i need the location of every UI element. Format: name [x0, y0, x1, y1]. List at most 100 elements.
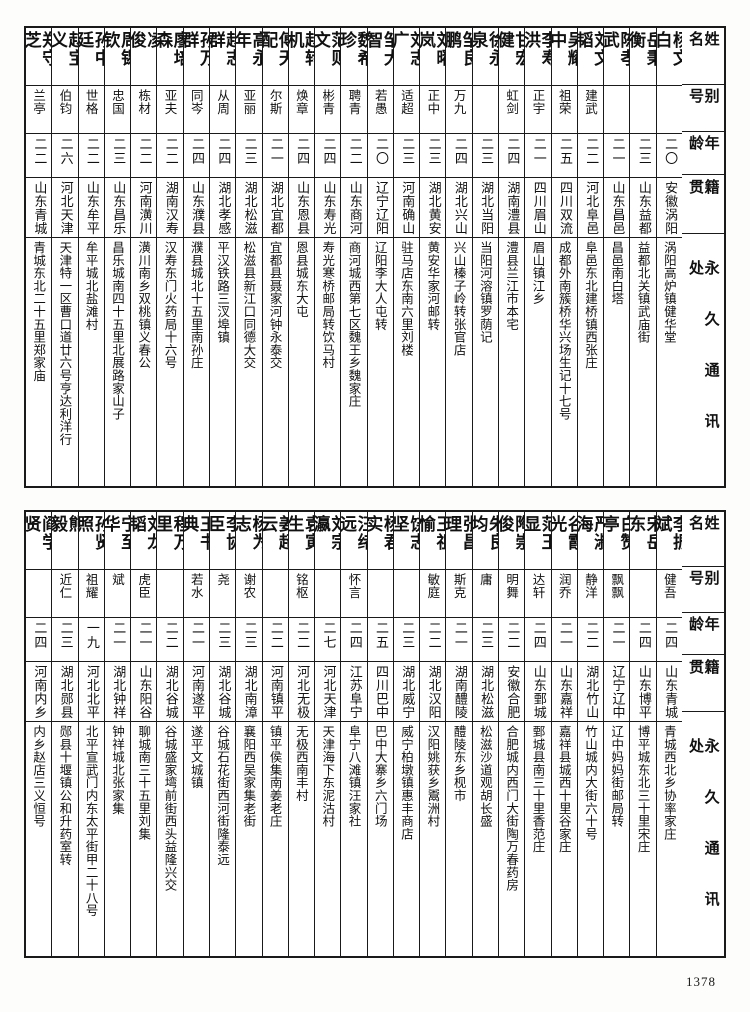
- roster-entry[interactable]: 吴耀中 祖荣 二五 四川双流 成都外南簇桥华兴场生记十七号: [550, 28, 577, 486]
- entry-address: 宜都县聂家河钟永泰交: [263, 238, 288, 486]
- entry-age-text: 二三: [478, 621, 494, 650]
- roster-entry[interactable]: 张昌理 斯克 二一 湖南醴陵 醴陵东乡枧市: [445, 512, 472, 956]
- entry-alias: 健吾: [656, 570, 682, 618]
- entry-age: 二五: [367, 618, 393, 662]
- roster-entry[interactable]: 谷霞光 润乔 二一 山东嘉祥 嘉祥县城西十里谷家庄: [550, 512, 577, 956]
- roster-entry[interactable]: 饶志坚 二三 湖北威宁 威宁柏墩镇惠丰商店: [392, 512, 420, 956]
- entry-address: 眉山镇江乡: [525, 238, 550, 486]
- entry-age: 二四: [25, 618, 52, 662]
- roster-entry[interactable]: 魏希珍 聘青 二二 山东商河 商河城西第七区魏王乡魏家庄: [340, 28, 367, 486]
- roster-entry[interactable]: 范玉显 达轩 二四 山东鄄城 鄄城县南三十里香范庄: [524, 512, 551, 956]
- roster-entry[interactable]: 李寿洪 正宇 二一 四川眉山 眉山镇江乡: [524, 28, 551, 486]
- roster-entry[interactable]: 阎学贤 二四 河南内乡 内乡赵店三义恒号: [25, 512, 52, 956]
- roster-entry[interactable]: 李振斌 健吾 二四 山东青城 青城西北乡协率家庄: [655, 512, 682, 956]
- entry-age-text: 一九: [83, 621, 99, 650]
- entry-alias: 近仁: [52, 570, 78, 618]
- roster-entry[interactable]: 刘文韬 建武 二二 河北阜邑 阜邑东北建桥镇西张庄: [576, 28, 604, 486]
- roster-entry[interactable]: 甘宏健 虹剑 二四 湖南澧县 澧县兰江市本宅: [498, 28, 525, 486]
- roster-entry[interactable]: 汪绪远 怀言 二四 江苏阜宁 阜宁八滩镇汪家社: [340, 512, 367, 956]
- roster-entry[interactable]: 宁至华斌二一 湖北钟祥 钟祥城北张家集: [103, 512, 131, 956]
- roster-entry[interactable]: 傅天配 尔斯 二一 湖北宜都 宜都县聂家河钟永泰交: [261, 28, 288, 486]
- entry-alias-text: 健吾: [661, 573, 677, 599]
- entry-origin: 安徽涡阳: [656, 178, 682, 238]
- roster-entry[interactable]: 刘龙韬 虎臣 二一 山东阳谷 聊城南三十五里刘集: [130, 512, 157, 956]
- roster-entry[interactable]: 陈孝武 二一 山东昌邑 昌邑南白塔: [603, 28, 630, 486]
- entry-address: 聊城南三十五里刘集: [131, 722, 156, 956]
- roster-entry[interactable]: 郑守芝 兰亭 二二 山东青城 青城东北二十五里郑家庙: [25, 28, 52, 486]
- entry-name-text: 刘龙韬: [131, 515, 157, 551]
- roster-entry[interactable]: 凌 俊栋材 二二 河南潢川 潢川南乡双桃镇义春公: [130, 28, 157, 486]
- roster-entry[interactable]: 宋岳东 二四 山东博平 博平城东北三十里宋庄: [629, 512, 656, 956]
- roster-entry[interactable]: 杨君实 二五 四川巴中 巴中大寨乡六门场: [366, 512, 393, 956]
- entry-alias: 斌: [104, 570, 131, 618]
- entry-name: 孙中廷: [78, 28, 104, 86]
- entry-alias-text: 焕章: [293, 89, 309, 115]
- entry-name-text: 赵志群: [209, 31, 236, 67]
- entry-alias: [472, 86, 499, 134]
- roster-entry[interactable]: 赵宝义 伯钧 二六 河北天津 天津特一区曹口道廿六号亨达利洋行: [51, 28, 78, 486]
- entry-address: 成都外南簇桥华兴场生记十七号: [552, 238, 577, 486]
- entry-origin: 四川双流: [551, 178, 577, 238]
- entry-origin-text: 四川巴中: [373, 665, 389, 719]
- roster-entry[interactable]: 邹良鹏 万九 二四 湖北兴山 兴山榛子岭转张官店: [445, 28, 472, 486]
- roster-entry[interactable]: 杨为志 谢农 二三 湖北南漳 襄阳西吴家集老街: [235, 512, 262, 956]
- entry-address-text: 辽中妈妈街邮局转: [609, 725, 625, 828]
- entry-name-text: 刘文韬: [577, 31, 604, 67]
- entry-address-text: 内乡赵店三义恒号: [31, 725, 47, 828]
- entry-alias-text: 栋材: [136, 89, 152, 115]
- roster-entry[interactable]: 孙贤照 祖耀 一九 河北北平 北平宣武门内东太平街甲二十八号: [77, 512, 104, 956]
- roster-entry[interactable]: 李协臣尧二三 湖北谷城 谷城石花街西河街隆泰远: [208, 512, 236, 956]
- roster-entry[interactable]: 孙中廷 世格 二二 山东牟平 牟平城北盐滩村: [77, 28, 104, 486]
- entry-origin: 山东鄄城: [525, 662, 551, 722]
- entry-alias: [367, 570, 393, 618]
- entry-name-text: 甘宏健: [499, 31, 525, 67]
- entry-age-text: 二二: [346, 137, 362, 166]
- roster-entry[interactable]: 白赞亭 飘飘 二一 辽宁辽中 辽中妈妈街邮局转: [603, 512, 630, 956]
- roster-entry[interactable]: 刘志广 适超 二三 河南确山 驻马店东南六里刘楼: [392, 28, 420, 486]
- entry-origin: 湖北黄安: [420, 178, 446, 238]
- roster-entry[interactable]: 赵志群 从周 二四 湖北孝感 平汉铁路三汊埠镇: [208, 28, 236, 486]
- roster-entry[interactable]: 廖培森 亚夫 二二 湖南汉寿 汉寿东门火药局十六号: [156, 28, 183, 486]
- entry-alias-text: 忠国: [109, 89, 125, 115]
- roster-entry[interactable]: 袁寅生 铭枢 二二 河北无极 无极西南丰村: [287, 512, 315, 956]
- roster-entry[interactable]: 周锡钦 忠国 二三 山东昌乐 昌乐城南四十五里北展路家山子: [103, 28, 131, 486]
- roster-entry[interactable]: 陶崇俊 明舞 二二 安徽合肥 合肥城内西门大街陶万春药房: [498, 512, 525, 956]
- entry-address-text: 牟平城北盐滩村: [83, 241, 99, 331]
- roster-entry[interactable]: 杨文白 二〇 安徽涡阳 涡阳高炉镇健华堂: [655, 28, 682, 486]
- entry-age: 二四: [315, 134, 341, 178]
- roster-entry[interactable]: 朱良均庸二三 湖北松滋 松滋沙道观胡长盛: [471, 512, 499, 956]
- entry-alias-text: 祖荣: [556, 89, 572, 115]
- entry-age: 二一: [131, 618, 157, 662]
- entry-age-text: 二二: [162, 137, 178, 166]
- entry-origin: 河北北平: [78, 662, 104, 722]
- roster-entry[interactable]: 严淑海 静洋 二二 湖北竹山 竹山城内大街六十号: [576, 512, 604, 956]
- roster-entry[interactable]: 刘宗瀛 二七 河北天津 天津海下东泥沽村: [314, 512, 341, 956]
- entry-origin-text: 湖南醴陵: [451, 665, 467, 719]
- roster-entry[interactable]: 王祖愉 敏庭 二二 湖北汉阳 汉阳姚获乡鬻洲村: [419, 512, 446, 956]
- roster-entry[interactable]: 刘曜岚 正中 二三 湖北黄安 黄安华家河邮转: [419, 28, 446, 486]
- roster-entry[interactable]: 岳秉衡 二三 山东益都 益都北关镇武庙街: [629, 28, 656, 486]
- entry-age: 二一: [604, 618, 630, 662]
- entry-alias-text: 庸: [477, 573, 493, 586]
- entry-address-text: 昌邑南白塔: [609, 241, 625, 305]
- entry-origin: 安徽合肥: [499, 662, 525, 722]
- roster-entry[interactable]: 程万里 二二 湖北谷城 谷城盛家塆前街西头益隆兴交: [156, 512, 183, 956]
- entry-name-text: 李振斌: [656, 515, 682, 551]
- entry-name-text: 阎学贤: [25, 515, 52, 551]
- roster-entry[interactable]: 范则文 彬青 二四 山东寿光 寿光寒桥邮局转饮马村: [314, 28, 341, 486]
- roster-entry[interactable]: 徐永泉 二三 湖北当阳 当阳河溶镇罗荫记: [471, 28, 499, 486]
- roster-entry[interactable]: 高永年 亚丽 二三 湖北松滋 松滋县新江口同德大交: [235, 28, 262, 486]
- entry-name: 白赞亭: [604, 512, 630, 570]
- roster-entry[interactable]: 姜超云 二二 河南镇平 镇平侯集南姜老庄: [261, 512, 288, 956]
- roster-entry[interactable]: 熊 毅近仁 二三 湖北郧县 郧县十堰镇公和升药室转: [51, 512, 78, 956]
- roster-entry[interactable]: 赵转机 焕章 二四 山东恩县 恩县城东大屯: [287, 28, 315, 486]
- entry-age: 二四: [288, 134, 315, 178]
- entry-name-text: 杨文白: [656, 31, 682, 67]
- roster-entry[interactable]: 王书典 若水 二一 河南遂平 遂平文城镇: [182, 512, 209, 956]
- roster-entry[interactable]: 孙万群 同岑 二四 山东濮县 濮县城北十五里南孙庄: [182, 28, 209, 486]
- entry-address-text: 昌乐城南四十五里北展路家山子: [109, 241, 125, 421]
- entry-age: 二二: [577, 134, 604, 178]
- roster-entry[interactable]: 邹大智 若愚 二〇 辽宁辽阳 辽阳李大人屯转: [366, 28, 393, 486]
- entry-age: 二三: [209, 618, 236, 662]
- entry-origin: 湖北竹山: [577, 662, 604, 722]
